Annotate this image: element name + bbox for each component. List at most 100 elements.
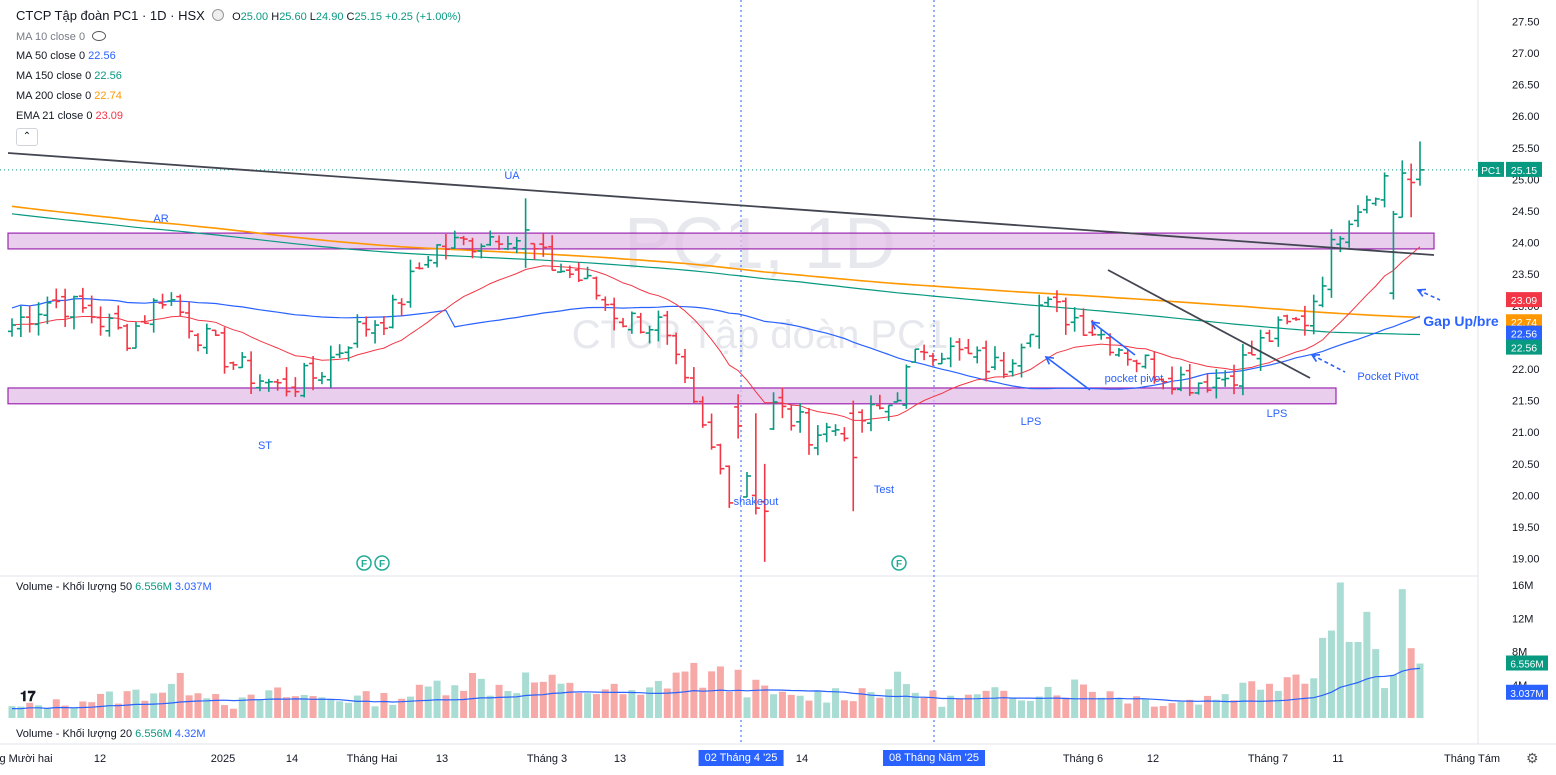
volume-bar <box>229 708 237 718</box>
indicator-label: MA 150 close 0 <box>16 70 92 82</box>
ohlc-values: O25.00 H25.60 L24.90 C25.15 +0.25 (+1.00… <box>232 11 461 23</box>
ohlc-bar <box>388 294 397 329</box>
label-lps: LPS <box>1267 408 1288 420</box>
volume-tag: 3.037M <box>1506 684 1548 700</box>
volume-bar <box>1301 683 1309 718</box>
ma200-line <box>11 205 1421 319</box>
volume-bar <box>1336 582 1344 718</box>
visibility-icon[interactable] <box>212 9 225 21</box>
volume-value: 6.556M <box>135 728 172 740</box>
volume-bar <box>734 669 742 718</box>
price-tag: 22.56 <box>1506 339 1542 355</box>
volume-bar <box>566 682 574 718</box>
ohlc-bar <box>1132 359 1141 373</box>
ohlc-bar <box>123 323 132 351</box>
ohlc-bar <box>353 314 362 348</box>
ohlc-bar <box>52 288 61 309</box>
ohlc-bar <box>804 407 813 455</box>
indicator-value: 22.74 <box>94 90 122 102</box>
volume-bar <box>221 705 229 718</box>
indicator-ma150[interactable]: MA 150 close 0 22.56 <box>16 70 122 82</box>
ohlc-bar <box>1238 343 1247 396</box>
ohlc-bar <box>893 392 902 403</box>
volume-bar <box>894 671 902 718</box>
ohlc-bar <box>1265 329 1274 342</box>
hidden-eye-icon[interactable] <box>92 31 107 41</box>
ohlc-bar <box>1070 307 1079 332</box>
collapse-legend-button[interactable]: ⌃ <box>16 128 38 146</box>
gap-arrow <box>1416 288 1441 301</box>
ohlc-bar <box>1318 276 1327 308</box>
high-value: 25.60 <box>279 11 307 23</box>
ohlc-bar <box>247 351 256 394</box>
ohlc-bar <box>1079 308 1088 336</box>
volume-legend-20[interactable]: Volume - Khối lượng 20 6.556M 4.32M <box>16 728 206 740</box>
ohlc-bar <box>1354 205 1363 228</box>
ohlc-bar <box>548 235 557 272</box>
volume-bar <box>336 701 344 718</box>
volume-bar <box>203 698 211 718</box>
ohlc-bar <box>1008 359 1017 377</box>
settings-gear-icon[interactable]: ⚙ <box>1526 750 1539 766</box>
ohlc-bar <box>326 345 335 388</box>
volume-bar <box>973 694 981 718</box>
volume-bar <box>548 674 556 718</box>
date-tick: Tháng Hai <box>346 753 398 765</box>
ohlc-bar <box>565 265 574 278</box>
ohlc-bar <box>982 340 991 382</box>
symbol-title[interactable]: CTCP Tập đoàn PC1 · 1D · HSX <box>16 8 205 23</box>
volume-bar <box>849 701 857 718</box>
ohlc-bar <box>778 387 787 419</box>
volume-bar <box>1141 698 1149 718</box>
price-tick: 25.50 <box>1512 143 1540 155</box>
indicator-value: 22.56 <box>88 50 116 62</box>
ohlc-bar <box>601 296 610 311</box>
volume-bar <box>1372 649 1380 718</box>
volume-bar <box>362 691 370 718</box>
volume-bar <box>1354 642 1362 718</box>
volume-bar <box>1274 690 1282 718</box>
ohlc-bar <box>627 311 636 334</box>
ohlc-bar <box>787 405 796 431</box>
ohlc-bar <box>87 295 96 324</box>
ohlc-bar <box>193 333 202 352</box>
volume-bar <box>832 688 840 718</box>
ohlc-bar <box>1185 363 1194 396</box>
ohlc-bar <box>1371 197 1380 206</box>
ohlc-bar <box>486 230 495 246</box>
volume-bar <box>1133 696 1141 718</box>
flag-circle <box>356 555 372 571</box>
volume-bar <box>1239 682 1247 718</box>
volume-bar <box>88 702 96 718</box>
tradingview-logo-icon[interactable]: 𝟏𝟕 <box>20 688 36 704</box>
ohlc-bar <box>1150 351 1159 384</box>
volume-bar <box>167 683 175 718</box>
volume-bar <box>371 706 379 718</box>
volume-bar <box>1115 698 1123 718</box>
indicator-ema21[interactable]: EMA 21 close 0 23.09 <box>16 110 123 122</box>
background-layer: PC1, 1DCTCP Tập đoàn PC1 <box>0 0 1556 745</box>
indicator-ma200[interactable]: MA 200 close 0 22.74 <box>16 90 122 102</box>
arrow-shaft <box>1045 356 1091 391</box>
ohlc-bar <box>1159 378 1168 390</box>
volume-ma-value: 4.32M <box>174 728 206 740</box>
volume-bar <box>247 694 255 718</box>
indicator-ma10[interactable]: MA 10 close 0 <box>16 30 107 43</box>
volume-bar <box>1097 697 1105 718</box>
ohlc-bar <box>202 323 211 355</box>
ohlc-bar <box>131 322 140 349</box>
label-ar: AR <box>153 213 168 225</box>
indicator-ma50[interactable]: MA 50 close 0 22.56 <box>16 50 116 62</box>
ohlc-bar <box>937 352 946 365</box>
volume-bar <box>1009 698 1017 718</box>
arrow-head <box>1310 354 1321 363</box>
zone-layer <box>7 232 1435 405</box>
volume-legend-50[interactable]: Volume - Khối lượng 50 6.556M 3.037M <box>16 581 212 593</box>
volume-bar <box>1212 699 1220 718</box>
ohlc-bar <box>840 427 849 442</box>
ohlc-bar <box>681 348 690 384</box>
date-tick: 11 <box>1332 753 1344 765</box>
volume-bar <box>823 702 831 718</box>
price-tick: 21.00 <box>1512 427 1540 439</box>
